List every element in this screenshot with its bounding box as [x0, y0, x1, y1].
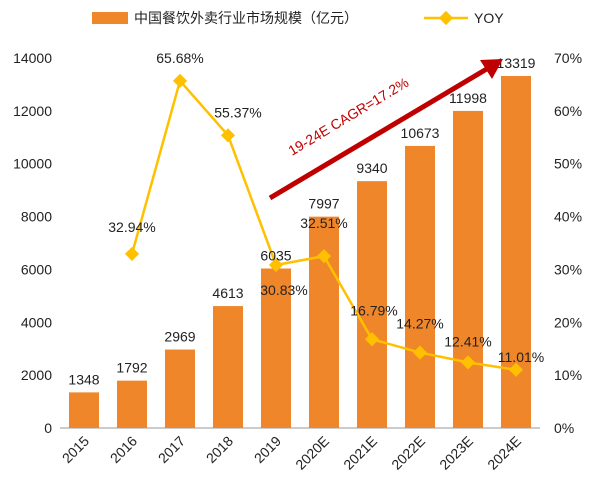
- bar: [261, 268, 291, 428]
- yoy-marker: [220, 128, 236, 143]
- x-tick-label: 2024E: [484, 433, 524, 473]
- right-tick-label: 10%: [554, 367, 582, 383]
- yoy-value-label: 65.68%: [156, 50, 203, 66]
- right-tick-label: 0%: [554, 420, 574, 436]
- bar-value-label: 13319: [497, 55, 536, 71]
- legend-bar-swatch: [92, 12, 128, 24]
- right-tick-label: 30%: [554, 261, 582, 277]
- yoy-marker: [172, 73, 188, 88]
- legend: 中国餐饮外卖行业市场规模（亿元） YOY: [92, 10, 504, 26]
- yoy-marker: [316, 249, 332, 264]
- bar: [357, 181, 387, 428]
- x-tick-label: 2022E: [388, 433, 428, 473]
- bar-value-label: 1792: [116, 360, 147, 376]
- bar-value-label: 6035: [260, 248, 291, 264]
- bar-value-label: 2969: [164, 329, 195, 345]
- bar: [309, 216, 339, 428]
- left-tick-label: 8000: [21, 209, 52, 225]
- legend-line-label: YOY: [474, 10, 504, 26]
- yoy-value-label: 14.27%: [396, 316, 443, 332]
- bar: [165, 349, 195, 428]
- right-tick-label: 60%: [554, 103, 582, 119]
- right-tick-label: 70%: [554, 50, 582, 66]
- bar: [213, 306, 243, 428]
- left-tick-label: 6000: [21, 261, 52, 277]
- bar-value-label: 7997: [308, 196, 339, 212]
- x-tick-label: 2019: [251, 433, 284, 466]
- left-tick-label: 0: [44, 420, 52, 436]
- left-tick-label: 10000: [13, 156, 52, 172]
- yoy-value-label: 11.01%: [498, 349, 544, 365]
- yoy-marker: [268, 257, 284, 273]
- right-tick-label: 50%: [554, 156, 582, 172]
- x-tick-label: 2023E: [436, 433, 476, 473]
- x-tick-label: 2015: [59, 433, 92, 466]
- yoy-value-label: 32.94%: [108, 219, 155, 235]
- yoy-value-label: 55.37%: [214, 104, 261, 120]
- right-tick-label: 40%: [554, 209, 582, 225]
- left-tick-label: 4000: [21, 314, 52, 330]
- bar-value-label: 4613: [212, 285, 243, 301]
- yoy-marker: [508, 362, 524, 377]
- x-tick-label: 2016: [107, 433, 140, 466]
- legend-line-marker: [438, 10, 454, 26]
- bar-value-label: 11998: [449, 90, 487, 106]
- x-tick-label: 2020E: [292, 433, 332, 473]
- bar: [453, 110, 483, 428]
- legend-bar-label: 中国餐饮外卖行业市场规模（亿元）: [134, 10, 358, 26]
- yoy-value-label: 32.51%: [300, 215, 347, 231]
- yoy-value-label: 30.83%: [260, 282, 307, 298]
- bar-value-label: 10673: [401, 125, 440, 141]
- bar-value-label: 1348: [68, 371, 99, 387]
- yoy-marker: [460, 355, 476, 370]
- right-tick-label: 20%: [554, 314, 582, 330]
- yoy-marker: [364, 332, 380, 347]
- bar: [405, 145, 435, 428]
- left-tick-label: 14000: [13, 50, 52, 66]
- left-tick-label: 2000: [21, 367, 52, 383]
- x-tick-label: 2017: [155, 433, 188, 466]
- cagr-arrow: [268, 64, 492, 201]
- bar: [69, 392, 99, 428]
- x-tick-label: 2021E: [340, 433, 380, 473]
- yoy-marker: [412, 345, 428, 360]
- cagr-arrowhead: [480, 59, 503, 79]
- yoy-value-label: 12.41%: [444, 333, 491, 349]
- yoy-value-label: 16.79%: [350, 302, 397, 318]
- x-tick-label: 2018: [203, 433, 236, 466]
- cagr-text: 19-24E CAGR=17.2%: [285, 74, 411, 158]
- yoy-marker: [124, 246, 140, 261]
- bar-value-label: 9340: [356, 160, 387, 176]
- bar: [117, 380, 147, 428]
- left-tick-label: 12000: [13, 103, 52, 119]
